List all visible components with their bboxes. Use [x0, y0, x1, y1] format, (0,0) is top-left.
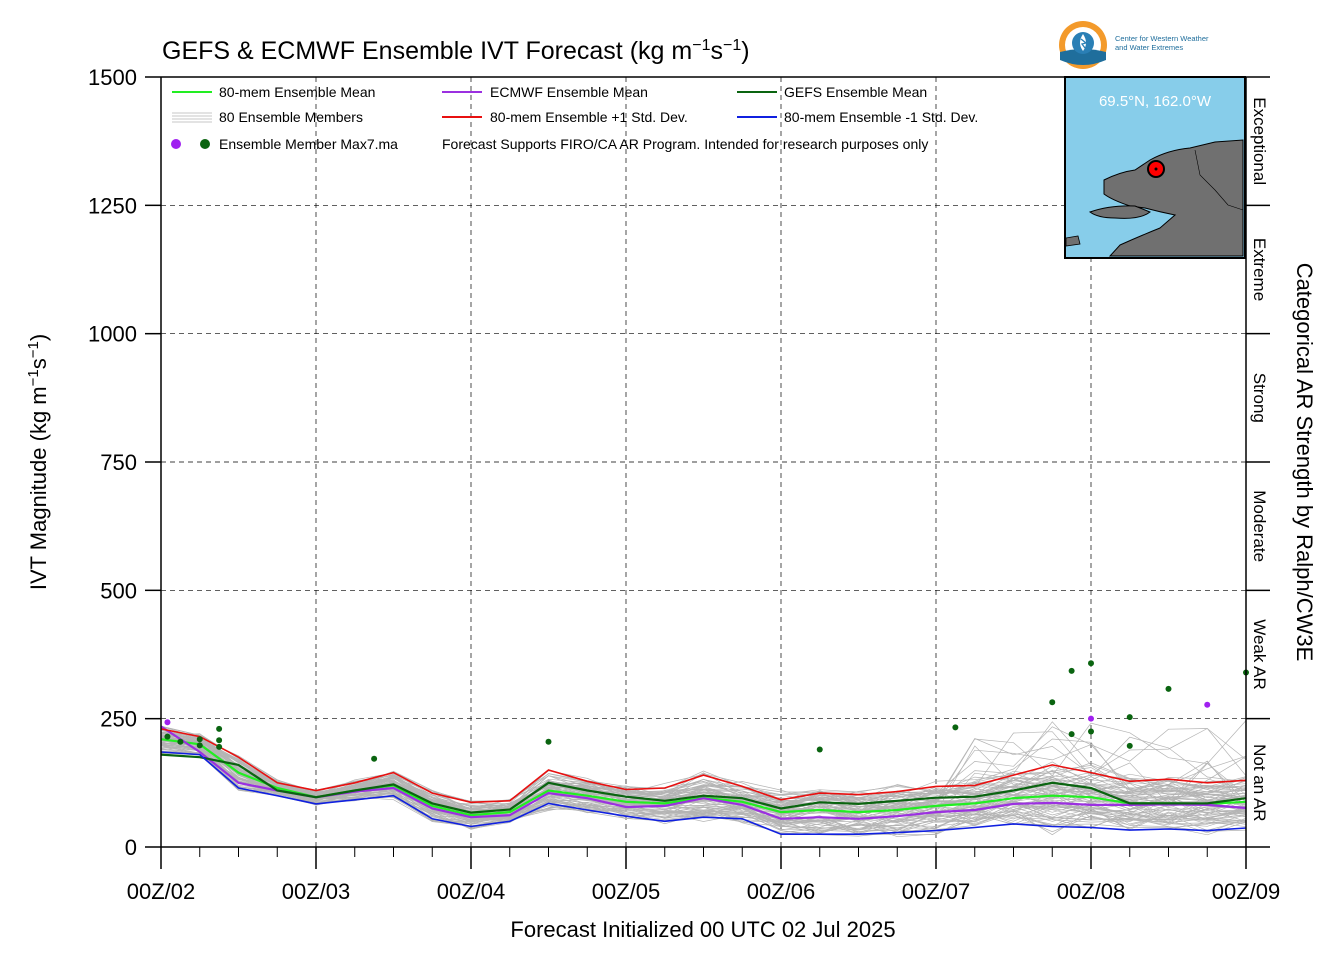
series-line-80-mem-ensemble-1-std-dev- [160, 728, 1247, 804]
member-line [160, 737, 1247, 812]
x-tick-label: 00Z/07 [902, 879, 971, 904]
y-tick-label: 0 [125, 835, 137, 860]
category-label: Moderate [1250, 490, 1269, 562]
member-max-point [952, 724, 959, 731]
series-line-80-mem-ensemble-1-std-dev- [160, 751, 1247, 836]
legend-item-gefs-mean: GEFS Ensemble Mean [737, 84, 927, 100]
svg-text:80 Ensemble Members: 80 Ensemble Members [219, 109, 363, 125]
x-axis: 00Z/02 00Z/03 00Z/04 00Z/05 00Z/06 00Z/07 00Z/… [127, 847, 1281, 904]
category-label: Not an AR [1250, 744, 1269, 822]
member-max-point [196, 742, 203, 749]
member-max-point [1049, 699, 1056, 706]
location-marker-center [1154, 167, 1158, 171]
member-max-point [371, 755, 378, 762]
member-max-point [1165, 685, 1172, 692]
inset-map-islet [1065, 235, 1081, 247]
chart-title: GEFS & ECMWF Ensemble IVT Forecast (kg m… [162, 37, 750, 65]
y-axis-title: IVT Magnitude (kg m−1s−1) [25, 334, 51, 590]
member-max-point [545, 738, 552, 745]
member-max-point [1204, 701, 1211, 708]
legend-note: Forecast Supports FIRO/CA AR Program. In… [442, 136, 928, 152]
inset-map-location-label: 69.5°N, 162.0°W [1099, 93, 1212, 110]
series-lines [160, 725, 1247, 836]
x-tick-label: 00Z/03 [282, 879, 351, 904]
member-max-point [196, 736, 203, 743]
right-axis-title: Categorical AR Strength by Ralph/CW3E [1292, 263, 1317, 662]
y-axis: 0 250 500 750 1000 1250 1500 [88, 65, 161, 860]
y-tick-label: 1250 [88, 193, 137, 218]
member-line [160, 736, 1247, 813]
category-label: Exceptional [1250, 97, 1269, 185]
legend-item-member-max: Ensemble Member Max7.ma [171, 136, 398, 152]
member-max-point [1088, 660, 1094, 667]
member-max-point [1088, 715, 1094, 722]
member-max-point [1068, 667, 1075, 674]
y-tick-label: 750 [100, 450, 137, 475]
x-tick-label: 00Z/09 [1212, 879, 1281, 904]
series-line-gefs-ensemble-mean [160, 753, 1247, 814]
x-tick-label: 00Z/05 [592, 879, 661, 904]
logo-text-line2: and Water Extremes [1115, 43, 1183, 52]
svg-text:GEFS Ensemble Mean: GEFS Ensemble Mean [784, 84, 927, 100]
ar-category-axis: Not an AR Weak AR Moderate Strong Extreme Exc… [1246, 76, 1270, 848]
member-line [160, 744, 1247, 819]
member-max-point [164, 733, 171, 740]
y-tick-label: 1000 [88, 322, 137, 347]
x-tick-label: 00Z/08 [1057, 879, 1126, 904]
y-tick-label: 250 [100, 707, 137, 732]
x-tick-label: 00Z/02 [127, 879, 196, 904]
member-max-point [1088, 728, 1094, 735]
y-tick-label: 500 [100, 578, 137, 603]
member-line [160, 744, 1247, 831]
logo-text-line1: Center for Western Weather [1115, 34, 1209, 43]
member-max-point [216, 737, 223, 744]
category-label: Weak AR [1250, 619, 1269, 690]
member-max-point [177, 738, 184, 745]
legend-item-plus-std: 80-mem Ensemble +1 Std. Dev. [442, 109, 688, 125]
y-tick-label: 1500 [88, 65, 137, 90]
svg-text:80-mem Ensemble -1 Std. Dev.: 80-mem Ensemble -1 Std. Dev. [784, 109, 978, 125]
member-max-point [1068, 731, 1075, 738]
member-max-point [216, 743, 223, 750]
x-tick-label: 00Z/04 [437, 879, 506, 904]
legend-item-minus-std: 80-mem Ensemble -1 Std. Dev. [737, 109, 978, 125]
category-label: Strong [1250, 373, 1269, 423]
cw3e-logo: Center for Western Weather and Water Ext… [1059, 21, 1209, 69]
inset-map-border [1194, 149, 1244, 211]
member-max-point [164, 719, 171, 726]
member-max-dots [164, 660, 1249, 762]
cw3e-logo-icon [1059, 21, 1107, 69]
member-max-point [1126, 714, 1133, 721]
svg-text:80-mem Ensemble +1 Std. Dev.: 80-mem Ensemble +1 Std. Dev. [490, 109, 688, 125]
inset-map-peninsula [1088, 205, 1151, 219]
x-axis-title: Forecast Initialized 00 UTC 02 Jul 2025 [510, 917, 895, 942]
legend-item-80mem-mean: 80-mem Ensemble Mean [172, 84, 375, 100]
member-max-point [816, 746, 823, 753]
x-tick-label: 00Z/06 [747, 879, 816, 904]
member-line [160, 733, 1247, 809]
legend-item-ecmwf-mean: ECMWF Ensemble Mean [442, 84, 648, 100]
inset-map: 69.5°N, 162.0°W [1064, 76, 1246, 259]
legend-item-members: 80 Ensemble Members [172, 109, 363, 125]
svg-text:Ensemble Member Max7.ma: Ensemble Member Max7.ma [219, 136, 398, 152]
svg-text:80-mem Ensemble Mean: 80-mem Ensemble Mean [219, 84, 375, 100]
member-line [160, 746, 1247, 831]
legend: 80-mem Ensemble Mean ECMWF Ensemble Mean… [171, 84, 978, 152]
category-label: Extreme [1250, 238, 1269, 301]
member-line [160, 728, 1247, 810]
member-max-point [1126, 742, 1133, 749]
svg-text:ECMWF Ensemble Mean: ECMWF Ensemble Mean [490, 84, 648, 100]
member-max-point [216, 725, 223, 732]
member-line [160, 728, 1247, 811]
